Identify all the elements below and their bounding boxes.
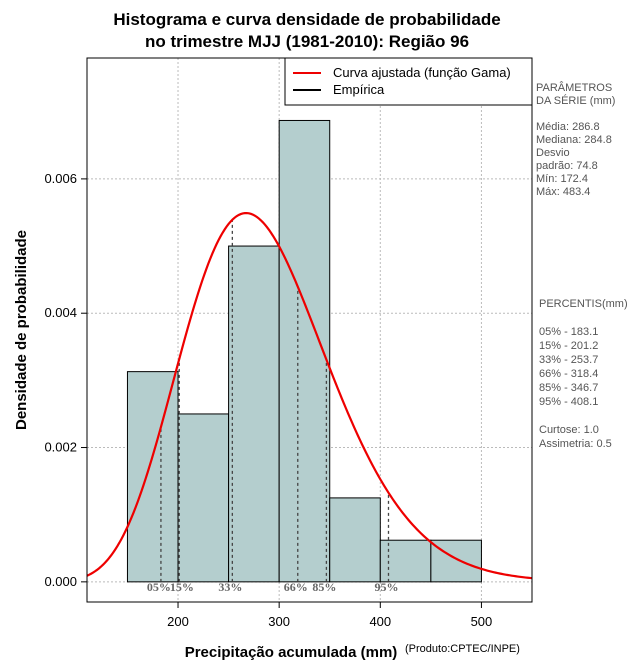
percentil-line: PERCENTIS(mm) — [539, 298, 628, 310]
side-panel: PARÂMETROS DA SÉRIE (mm) Média: 286.8Medi… — [536, 81, 628, 450]
param-line: DA SÉRIE (mm) — [536, 94, 615, 107]
legend-label-gamma: Curva ajustada (função Gama) — [333, 65, 511, 80]
param-line: PARÂMETROS — [536, 81, 612, 94]
percentile-label: 05% — [147, 580, 171, 594]
y-axis-label: Densidade de probabilidade — [13, 230, 30, 430]
histogram-bar — [329, 497, 381, 583]
param-line: Média: 286.8 — [536, 121, 600, 133]
param-line: Mediana: 284.8 — [536, 134, 612, 146]
percentile-label: 85% — [312, 580, 336, 594]
gamma-curve-layer — [86, 211, 533, 580]
y-tick-label: 0.002 — [44, 440, 77, 455]
gamma-curve — [86, 211, 533, 580]
x-tick-label: 400 — [369, 614, 391, 629]
histogram-bar — [228, 245, 280, 583]
y-tick-label: 0.004 — [44, 305, 77, 320]
x-tick-label: 200 — [167, 614, 189, 629]
percentil-line: 66% - 318.4 — [539, 368, 598, 380]
x-tick-label: 500 — [471, 614, 493, 629]
histogram-bar — [126, 371, 179, 583]
param-line: Desvio — [536, 147, 570, 159]
legend-box — [284, 57, 533, 106]
x-tick-label: 300 — [268, 614, 290, 629]
percentil-line: Curtose: 1.0 — [539, 424, 599, 436]
histogram-bar — [430, 539, 482, 583]
percentile-labels: 05% 15% 33% 66% 85% 95% — [147, 580, 399, 594]
percentil-line: 15% - 201.2 — [539, 340, 598, 352]
percentil-line: Assimetria: 0.5 — [539, 438, 612, 450]
percentile-label: 33% — [218, 580, 242, 594]
percentile-lines — [160, 219, 390, 582]
histogram-bars — [126, 119, 482, 583]
x-axis-label: Precipitação acumulada (mm) — [185, 644, 398, 660]
percentil-line: 85% - 346.7 — [539, 382, 598, 394]
percentile-label: 15% — [170, 580, 194, 594]
y-tick-label: 0.000 — [44, 574, 77, 589]
histogram-bar — [278, 119, 331, 583]
param-line: padrão: 74.8 — [536, 160, 598, 172]
histogram-bar — [177, 413, 230, 583]
chart-title-line2: no trimestre MJJ (1981-2010): Região 96 — [145, 32, 469, 51]
percentile-label: 66% — [284, 580, 308, 594]
credit-label: (Produto:CPTEC/INPE) — [405, 643, 520, 655]
chart-title-line1: Histograma e curva densidade de probabil… — [113, 10, 500, 29]
legend: Curva ajustada (função Gama) Empírica — [284, 57, 533, 106]
percentil-line: 95% - 408.1 — [539, 396, 598, 408]
param-line: Máx: 483.4 — [536, 186, 590, 198]
axes: 200 300 400 500 0.000 0.002 0.004 0.006 — [44, 171, 492, 629]
param-line: Mín: 172.4 — [536, 173, 588, 185]
y-tick-label: 0.006 — [44, 171, 77, 186]
legend-label-empirical: Empírica — [333, 82, 385, 97]
percentil-line: 33% - 253.7 — [539, 354, 598, 366]
percentil-line: 05% - 183.1 — [539, 326, 598, 338]
percentile-label: 95% — [374, 580, 398, 594]
